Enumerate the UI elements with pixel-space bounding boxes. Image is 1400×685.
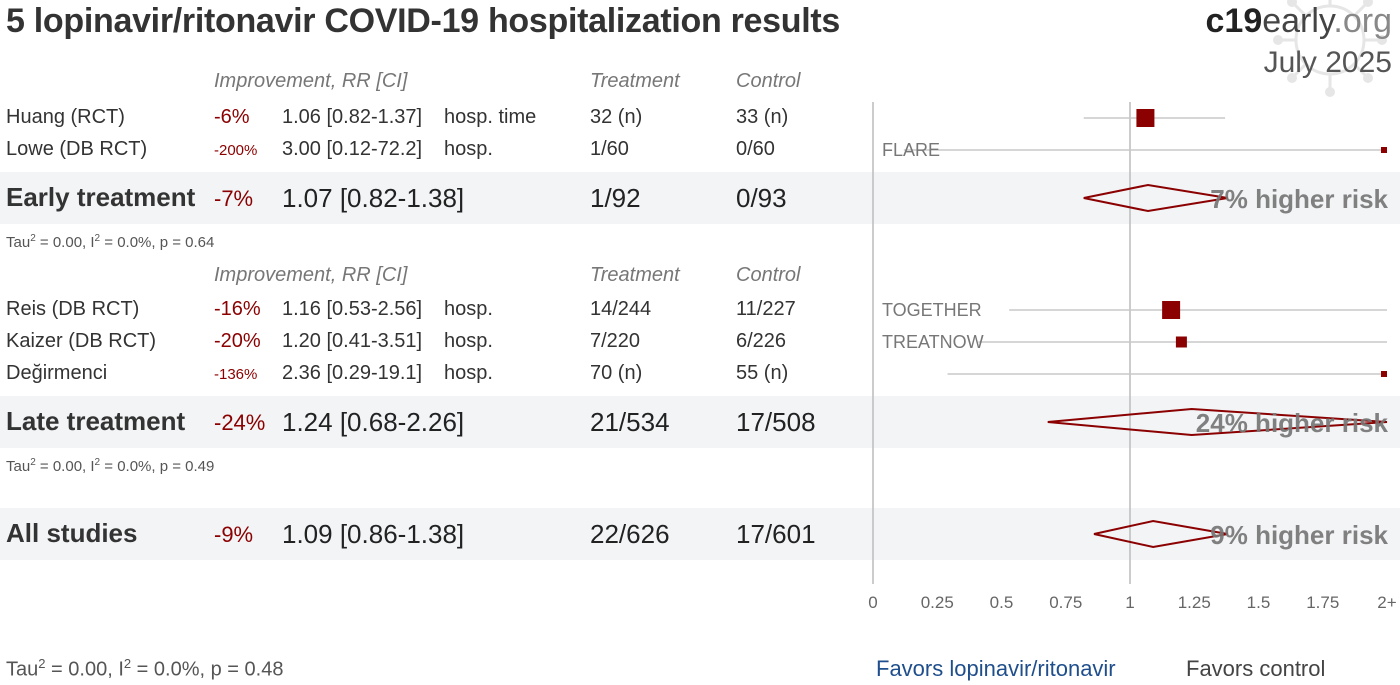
stats-i: = 0.00, I [35, 458, 95, 475]
header-treatment: Treatment [590, 264, 680, 286]
late-summary-rr: 1.24 [0.68-2.26] [282, 407, 465, 437]
study-improvement: -136% [214, 366, 258, 383]
stats-tau: Tau [6, 234, 31, 251]
study-rr: 2.36 [0.29-19.1] [282, 362, 423, 384]
risk-label: 9% higher risk [1210, 520, 1388, 550]
page-title: 5 lopinavir/ritonavir COVID-19 hospitali… [6, 2, 840, 40]
study-treatment: 7/220 [590, 330, 641, 352]
study-rr: 1.20 [0.41-3.51] [282, 330, 423, 352]
study-improvement: -20% [214, 330, 261, 352]
brand-tld: .org [1333, 2, 1392, 40]
estimate-marker [1136, 109, 1155, 127]
study-name[interactable]: Kaizer (DB RCT) [6, 330, 157, 352]
study-treatment: 14/244 [590, 298, 652, 320]
stats-p: = 0.0%, p = 0.49 [100, 458, 215, 475]
stats-i: = 0.00, I [35, 234, 95, 251]
x-tick-label: 2+ [1377, 593, 1396, 612]
stats-i: = 0.00, I [45, 658, 124, 681]
study-name[interactable]: Huang (RCT) [6, 106, 125, 128]
early-summary-diamond [1083, 183, 1228, 213]
study-control: 0/60 [736, 138, 775, 160]
study-name[interactable]: Değirmenci [6, 362, 108, 384]
late-summary-label: Late treatment [6, 406, 186, 436]
favors-control-label: Favors control [1186, 656, 1326, 681]
late-summary-diamond [1047, 407, 1388, 437]
virus-watermark-icon [1273, 0, 1387, 97]
trial-name: TOGETHER [882, 300, 982, 320]
study-outcome: hosp. [444, 298, 493, 320]
all-summary-treatment: 22/626 [590, 519, 670, 549]
header-improvement: Improvement, RR [CI] [214, 264, 408, 286]
early-summary-band [0, 172, 1400, 224]
study-outcome: hosp. [444, 362, 493, 384]
estimate-marker [1162, 301, 1181, 319]
estimate-marker [1381, 371, 1387, 377]
study-control: 55 (n) [736, 362, 789, 384]
header-treatment: Treatment [590, 70, 680, 92]
study-name[interactable]: Reis (DB RCT) [6, 298, 140, 320]
brand-bold: c19 [1205, 2, 1263, 40]
study-improvement: -6% [214, 106, 250, 128]
x-tick-label: 1.25 [1178, 593, 1211, 612]
early-summary-improvement: -7% [214, 186, 254, 211]
early-summary-treatment: 1/92 [590, 183, 641, 213]
x-tick-label: 1.75 [1306, 593, 1339, 612]
study-outcome: hosp. time [444, 106, 537, 128]
brand-rest: early [1262, 2, 1334, 40]
study-treatment: 70 (n) [590, 362, 643, 384]
header-control: Control [736, 264, 801, 286]
stats-tau: Tau [6, 658, 39, 681]
all-summary-diamond [1093, 519, 1228, 549]
study-improvement: -16% [214, 298, 261, 320]
all-summary-label: All studies [6, 518, 138, 548]
x-tick-label: 0.5 [990, 593, 1014, 612]
study-control: 33 (n) [736, 106, 789, 128]
late-summary-band [0, 396, 1400, 448]
study-outcome: hosp. [444, 330, 493, 352]
stats-p: = 0.0%, p = 0.48 [131, 658, 284, 681]
trial-name: TREATNOW [882, 332, 984, 352]
study-outcome: hosp. [444, 138, 493, 160]
early-summary-control: 0/93 [736, 183, 787, 213]
x-tick-label: 1.5 [1247, 593, 1271, 612]
study-improvement: -200% [214, 142, 258, 159]
all-summary-rr: 1.09 [0.86-1.38] [282, 519, 465, 549]
late-summary-treatment: 21/534 [590, 407, 670, 437]
trial-name: FLARE [882, 140, 940, 160]
all-summary-control: 17/601 [736, 519, 816, 549]
report-date: July 2025 [1263, 46, 1392, 79]
risk-label: 7% higher risk [1210, 184, 1388, 214]
study-rr: 1.16 [0.53-2.56] [282, 298, 423, 320]
study-rr: 3.00 [0.12-72.2] [282, 138, 423, 160]
study-name[interactable]: Lowe (DB RCT) [6, 138, 148, 160]
study-control: 11/227 [736, 298, 796, 320]
risk-label: 24% higher risk [1196, 408, 1389, 438]
early-summary-label: Early treatment [6, 182, 196, 212]
brand-logo[interactable]: c19early.org [1206, 2, 1393, 41]
late-summary-improvement: -24% [214, 410, 266, 435]
x-tick-label: 0 [868, 593, 877, 612]
x-tick-label: 0.25 [921, 593, 954, 612]
header-improvement: Improvement, RR [CI] [214, 70, 408, 92]
overall-stats: Tau2 = 0.00, I2 = 0.0%, p = 0.48 [6, 656, 284, 681]
late-stats: Tau2 = 0.00, I2 = 0.0%, p = 0.49 [6, 457, 215, 475]
all-summary-band [0, 508, 1400, 560]
x-tick-label: 1 [1125, 593, 1134, 612]
study-rr: 1.06 [0.82-1.37] [282, 106, 423, 128]
study-treatment: 1/60 [590, 138, 629, 160]
all-summary-improvement: -9% [214, 522, 254, 547]
early-summary-rr: 1.07 [0.82-1.38] [282, 183, 465, 213]
late-summary-control: 17/508 [736, 407, 816, 437]
x-tick-label: 0.75 [1049, 593, 1082, 612]
study-control: 6/226 [736, 330, 787, 352]
study-treatment: 32 (n) [590, 106, 643, 128]
header-control: Control [736, 70, 801, 92]
stats-tau: Tau [6, 458, 31, 475]
early-stats: Tau2 = 0.00, I2 = 0.0%, p = 0.64 [6, 233, 215, 251]
estimate-marker [1381, 147, 1387, 153]
favors-treatment-label: Favors lopinavir/ritonavir [876, 656, 1116, 681]
estimate-marker [1175, 336, 1187, 348]
stats-p: = 0.0%, p = 0.64 [100, 234, 215, 251]
